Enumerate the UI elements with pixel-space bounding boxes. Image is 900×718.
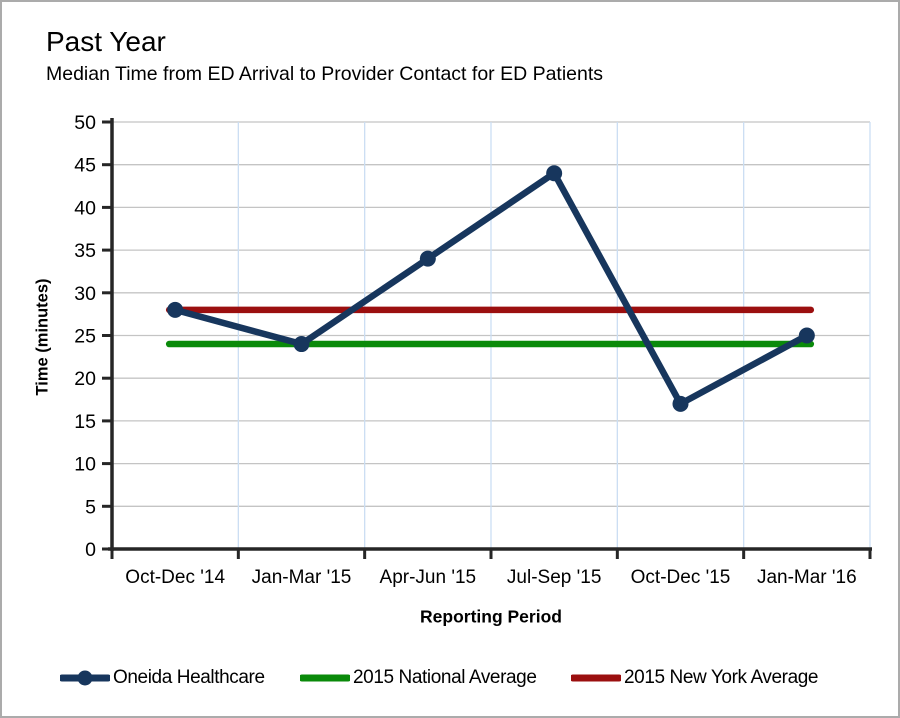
y-tick-label: 10 <box>74 454 96 476</box>
legend-swatch-line <box>298 670 352 686</box>
legend-label: 2015 New York Average <box>624 667 819 688</box>
legend-swatch-line-marker <box>58 670 112 686</box>
x-tick-label: Oct-Dec '15 <box>631 567 731 588</box>
x-axis-title: Reporting Period <box>420 606 562 627</box>
legend-label: 2015 National Average <box>353 667 537 688</box>
legend-label: Oneida Healthcare <box>113 667 265 688</box>
chart-title: Past Year <box>46 26 166 57</box>
y-tick-label: 50 <box>74 112 96 134</box>
legend: Oneida Healthcare 2015 National Average 20… <box>2 660 898 696</box>
y-tick-label: 0 <box>85 539 96 561</box>
y-tick-label: 5 <box>85 496 96 518</box>
y-tick-label: 30 <box>74 283 96 305</box>
legend-item: Oneida Healthcare <box>58 660 265 696</box>
x-tick-label: Apr-Jun '15 <box>380 567 477 588</box>
x-tick-label: Jan-Mar '15 <box>252 567 352 588</box>
y-tick-label: 25 <box>74 326 96 348</box>
data-point-marker <box>167 301 184 318</box>
x-tick-label: Jan-Mar '16 <box>757 567 857 588</box>
x-tick-label: Oct-Dec '14 <box>125 567 225 588</box>
data-point-marker <box>672 395 689 412</box>
x-tick-label: Jul-Sep '15 <box>507 567 601 588</box>
data-point-marker <box>419 250 436 267</box>
y-tick-label: 15 <box>74 411 96 433</box>
chart-subtitle: Median Time from ED Arrival to Provider … <box>46 63 604 85</box>
y-tick-label: 40 <box>74 197 96 219</box>
y-tick-label: 45 <box>74 155 96 177</box>
data-point-marker <box>293 336 310 353</box>
y-tick-label: 20 <box>74 368 96 390</box>
series-line <box>171 169 811 408</box>
data-point-marker <box>546 165 563 182</box>
y-tick-label: 35 <box>74 240 96 262</box>
legend-item: 2015 New York Average <box>569 660 819 696</box>
legend-swatch-line <box>569 670 623 686</box>
y-axis-title: Time (minutes) <box>33 278 52 396</box>
legend-item: 2015 National Average <box>298 660 537 696</box>
data-point-marker <box>798 327 815 344</box>
